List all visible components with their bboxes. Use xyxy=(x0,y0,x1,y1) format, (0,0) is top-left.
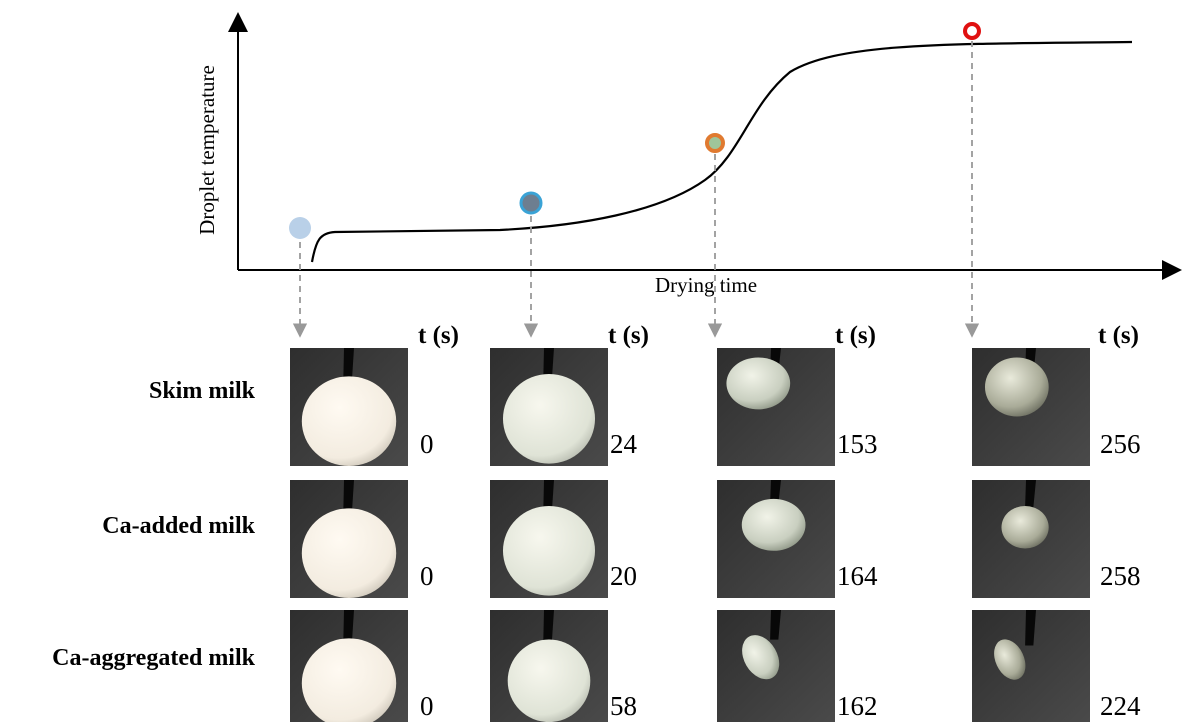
droplet xyxy=(994,639,1026,680)
droplet-photo xyxy=(290,610,408,722)
needle xyxy=(1025,480,1036,508)
droplet-photo xyxy=(290,348,408,466)
droplet xyxy=(301,638,397,722)
droplet-photo xyxy=(972,480,1090,598)
photo-grid: t (s) t (s) t (s) t (s) Skim milk 0 24 153 256 Ca… xyxy=(52,322,1141,722)
needle xyxy=(770,480,781,504)
stage-marker xyxy=(289,217,311,239)
y-axis-label: Droplet temperature xyxy=(195,65,219,235)
droplet-photo xyxy=(972,348,1090,466)
time-value: 58 xyxy=(610,691,637,721)
droplet xyxy=(741,498,806,551)
needle xyxy=(543,610,554,650)
stage-marker xyxy=(519,191,543,215)
time-value: 164 xyxy=(837,561,878,591)
droplet-photo xyxy=(490,348,608,466)
droplet-photo xyxy=(717,480,835,598)
time-value: 258 xyxy=(1100,561,1141,591)
droplet xyxy=(742,635,780,680)
droplet xyxy=(502,505,596,596)
row-label: Ca-added milk xyxy=(102,513,255,539)
curve-panel: Droplet temperature Drying time xyxy=(195,12,1182,338)
droplet xyxy=(507,639,591,722)
time-value: 0 xyxy=(420,429,434,459)
droplet xyxy=(502,373,596,464)
row-label: Skim milk xyxy=(149,378,256,404)
column-header: t (s) xyxy=(1098,322,1139,349)
time-value: 24 xyxy=(610,429,638,459)
temperature-curve xyxy=(310,40,1133,263)
time-value: 20 xyxy=(610,561,637,591)
droplet-photo xyxy=(717,610,835,722)
time-value: 162 xyxy=(837,691,878,721)
droplet xyxy=(301,508,397,598)
needle xyxy=(770,610,781,640)
droplet xyxy=(301,376,397,466)
time-value: 224 xyxy=(1100,691,1141,721)
column-header: t (s) xyxy=(418,322,459,349)
time-value: 256 xyxy=(1100,429,1141,459)
stage-marker xyxy=(705,133,725,153)
droplet xyxy=(1001,505,1049,549)
droplet-photo xyxy=(717,348,835,466)
droplet xyxy=(984,357,1049,417)
droplet-photo xyxy=(490,610,608,722)
droplet-photo xyxy=(490,480,608,598)
column-header: t (s) xyxy=(608,322,649,349)
droplet-photo xyxy=(972,610,1090,722)
stage-marker xyxy=(963,22,981,40)
droplet-photo xyxy=(290,480,408,598)
x-axis-label: Drying time xyxy=(655,273,757,297)
time-value: 0 xyxy=(420,691,434,721)
droplet xyxy=(726,357,791,410)
column-header: t (s) xyxy=(835,322,876,349)
needle xyxy=(1025,610,1036,646)
row-label: Ca-aggregated milk xyxy=(52,645,256,671)
time-value: 153 xyxy=(837,429,878,459)
time-value: 0 xyxy=(420,561,434,591)
